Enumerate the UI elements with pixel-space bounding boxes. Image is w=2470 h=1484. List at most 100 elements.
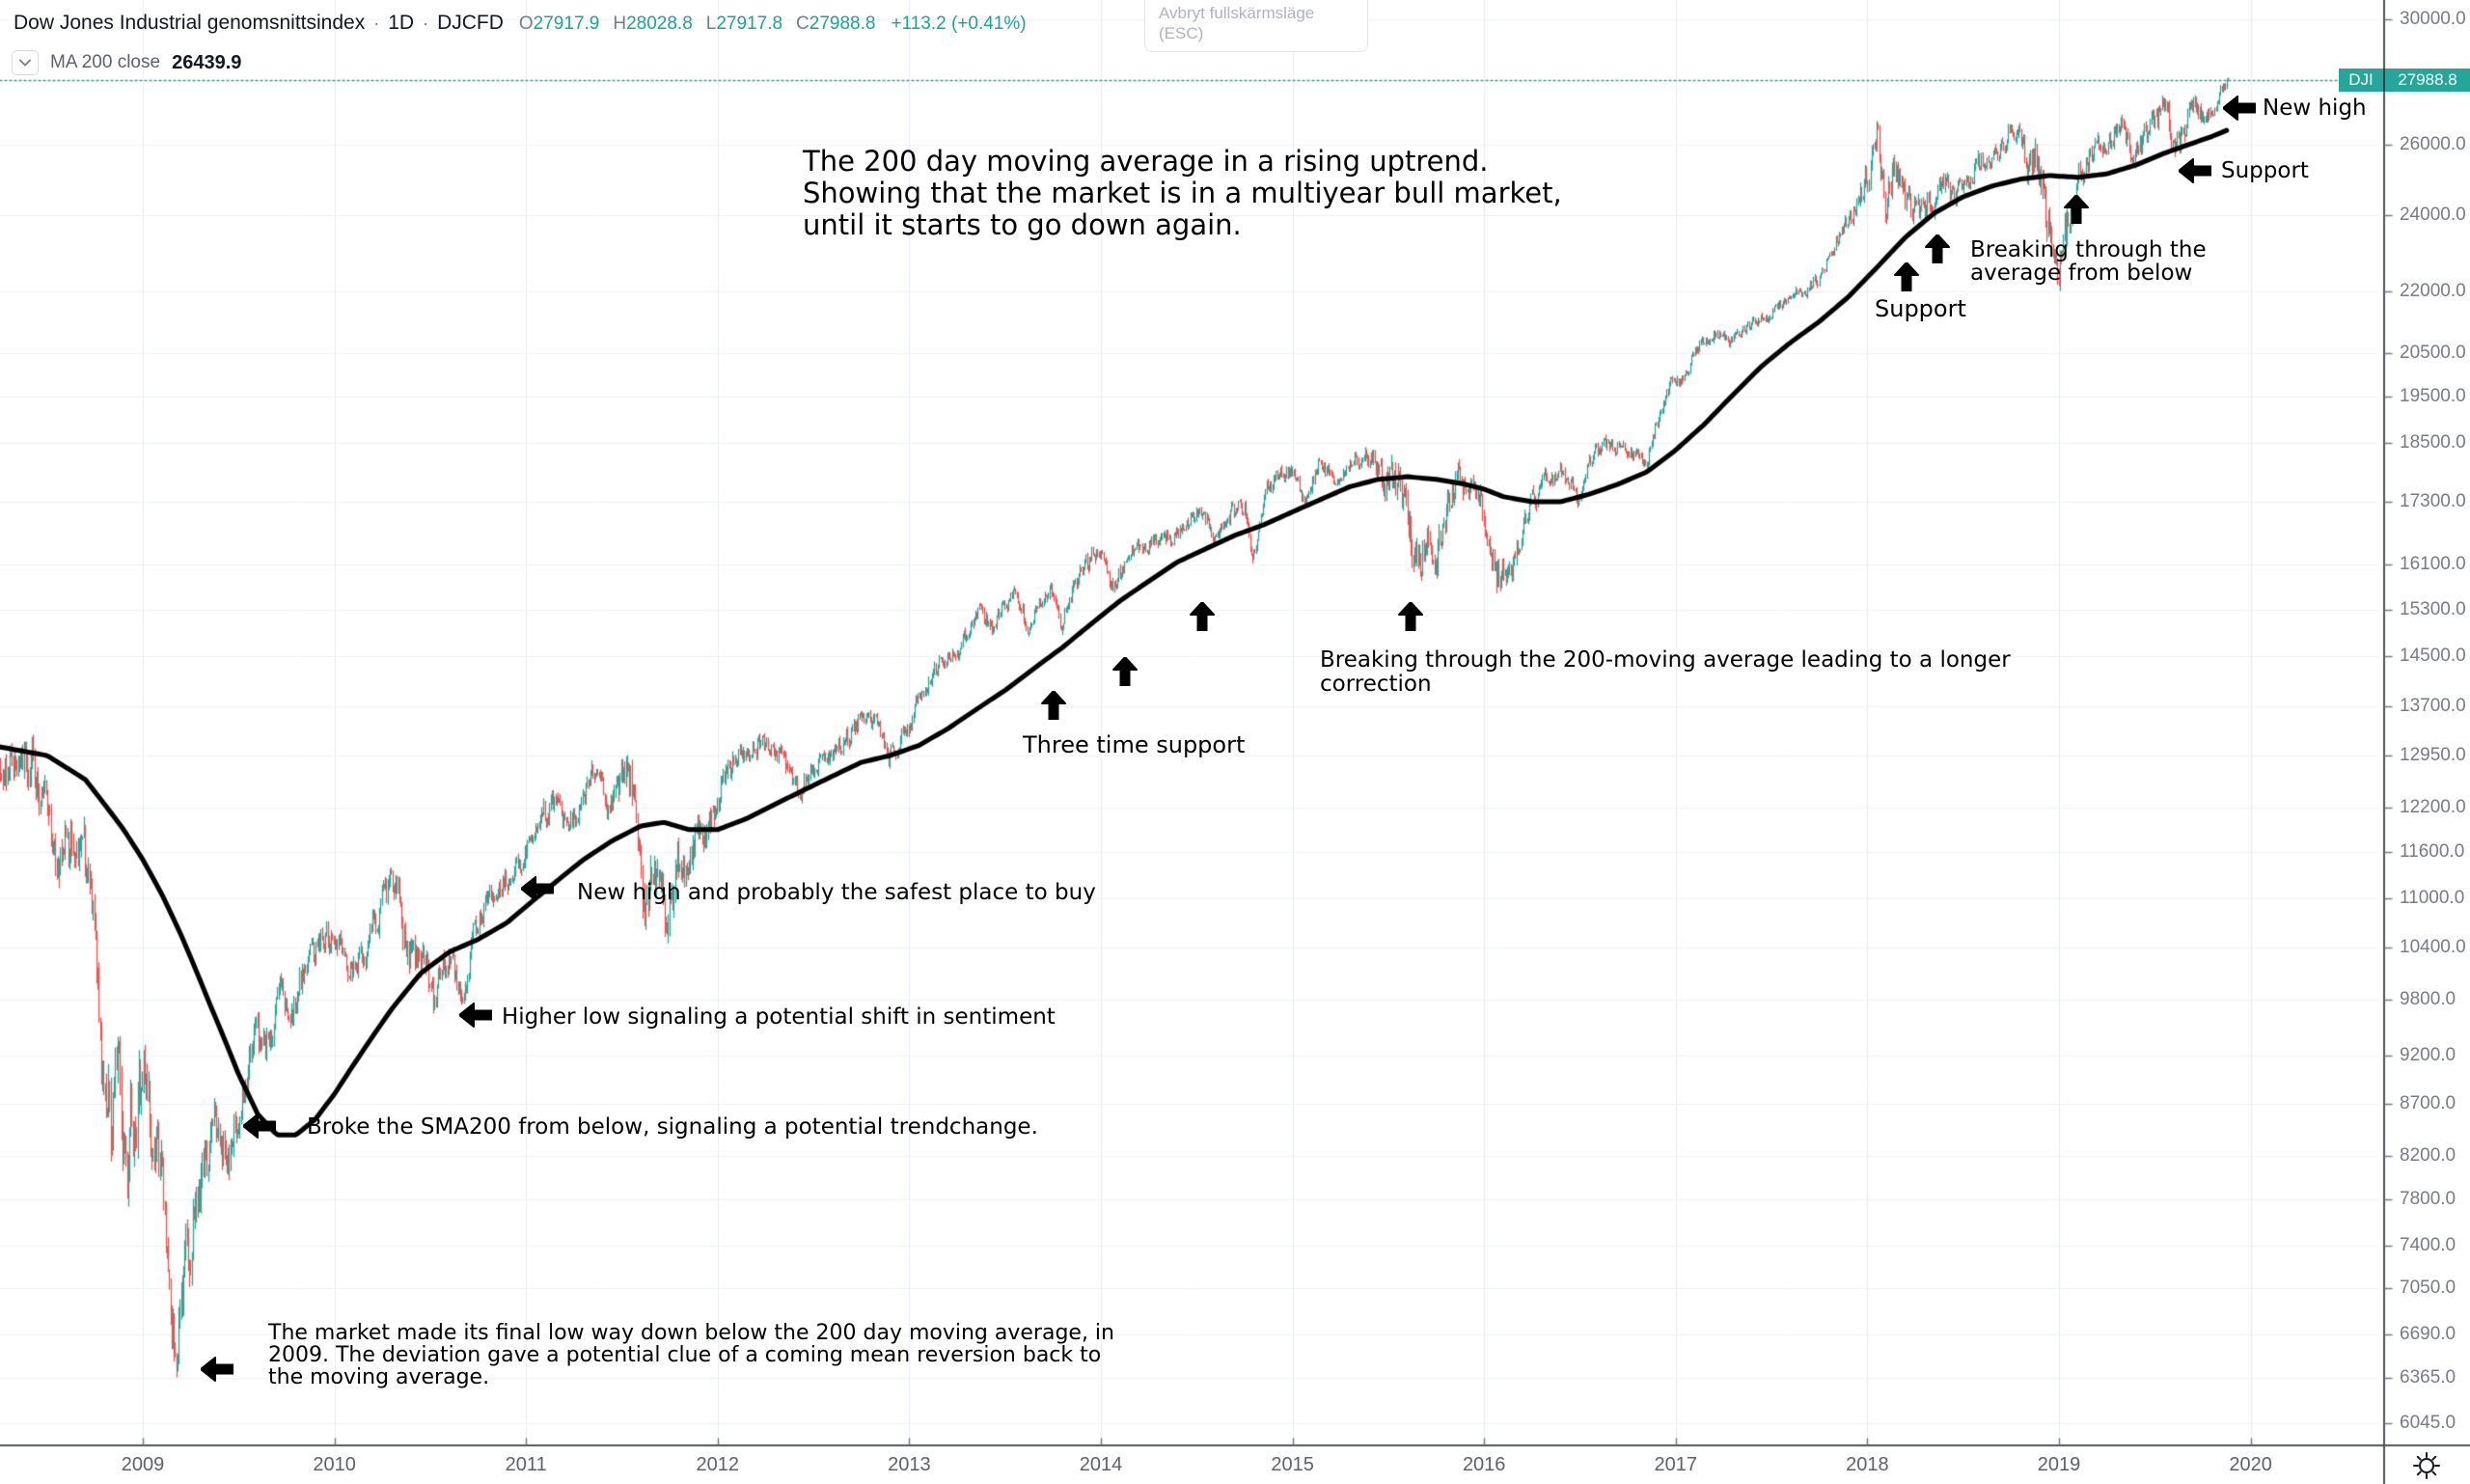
price-axis-label: 12200.0 xyxy=(2400,797,2466,818)
annotation-text-new-high-2019[interactable]: New high xyxy=(2263,96,2367,121)
annotation-text-breaking-2019[interactable]: average from below xyxy=(1970,261,2193,286)
price-axis-label: 24000.0 xyxy=(2400,204,2466,225)
price-axis-label: 19500.0 xyxy=(2400,386,2466,407)
interval-label: 1D xyxy=(388,12,415,34)
indicator-legend[interactable]: MA 200 close 26439.9 xyxy=(12,50,241,75)
price-axis-label: 9200.0 xyxy=(2400,1044,2456,1065)
sun-icon[interactable] xyxy=(2412,1451,2441,1480)
annotation-text-trend-note[interactable]: until it starts to go down again. xyxy=(803,208,1242,241)
price-axis-label: 7050.0 xyxy=(2400,1278,2456,1299)
badge-symbol: DJI xyxy=(2348,70,2374,90)
indicator-expand-button[interactable] xyxy=(12,50,39,75)
low-value: 27917.8 xyxy=(716,14,783,34)
time-axis-label: 2013 xyxy=(888,1454,931,1475)
price-axis-label: 11000.0 xyxy=(2400,888,2465,909)
left-arrow-icon[interactable] xyxy=(458,1003,493,1032)
time-axis-label: 2016 xyxy=(1462,1454,1506,1475)
price-axis-label: 20500.0 xyxy=(2400,342,2466,363)
badge-price: 27988.8 xyxy=(2398,70,2457,90)
time-axis-label: 2019 xyxy=(2037,1454,2081,1475)
annotation-text-support-2019[interactable]: Support xyxy=(2221,158,2309,183)
time-axis-label: 2012 xyxy=(696,1454,740,1475)
price-axis[interactable]: DJI 27988.8 30000.0 26000.0 24000.0 22000.0… xyxy=(2339,0,2470,1484)
sun-icon-glyph xyxy=(2413,1452,2440,1479)
annotation-text-broke-sma[interactable]: Broke the SMA200 from below, signaling a… xyxy=(307,1114,1038,1140)
annotation-text-final-low[interactable]: the moving average. xyxy=(268,1365,490,1389)
annotation-text-trend-note[interactable]: Showing that the market is in a multiyea… xyxy=(803,177,1562,209)
high-label: H xyxy=(613,14,627,34)
price-axis-label: 6045.0 xyxy=(2400,1413,2456,1433)
price-axis-label: 8700.0 xyxy=(2400,1093,2456,1114)
symbol-title: Dow Jones Industrial genomsnittsindex xyxy=(14,12,366,34)
time-axis-label: 2009 xyxy=(121,1454,165,1475)
price-axis-label: 9800.0 xyxy=(2400,989,2456,1010)
annotation-text-final-low[interactable]: 2009. The deviation gave a potential clu… xyxy=(268,1343,1102,1367)
left-arrow-icon[interactable] xyxy=(2222,96,2257,125)
change-value: +113.2 (+0.41%) xyxy=(891,14,1027,34)
time-axis[interactable]: 2009 2010 2011 2012 2013 2014 2015 2016 2017 2018… xyxy=(0,1445,2470,1484)
left-arrow-icon[interactable] xyxy=(242,1113,277,1143)
separator-dot: · xyxy=(373,14,380,33)
annotation-text-final-low[interactable]: The market made its final low way down b… xyxy=(268,1321,1114,1345)
annotation-text-three-time-support[interactable]: Three time support xyxy=(1023,731,1246,758)
ohlc-values: O27917.9 H28028.8 L27917.8 C27988.8 +113… xyxy=(519,12,1027,35)
time-axis-label: 2017 xyxy=(1654,1454,1698,1475)
indicator-name: MA 200 close xyxy=(50,52,161,72)
up-arrow-icon[interactable] xyxy=(1397,601,1424,636)
up-arrow-icon[interactable] xyxy=(1040,690,1067,725)
price-axis-label: 16100.0 xyxy=(2400,554,2466,575)
time-axis-label: 2010 xyxy=(313,1454,356,1475)
annotation-text-higher-low[interactable]: Higher low signaling a potential shift i… xyxy=(502,1004,1056,1030)
close-value: 27988.8 xyxy=(809,14,876,34)
exchange-label: DJCFD xyxy=(437,12,504,34)
price-axis-label: 6365.0 xyxy=(2400,1367,2456,1388)
up-arrow-icon[interactable] xyxy=(1112,656,1139,691)
annotation-text-safest-buy[interactable]: New high and probably the safest place t… xyxy=(577,880,1096,905)
price-axis-label: 7800.0 xyxy=(2400,1189,2456,1210)
last-price-badge: DJI 27988.8 xyxy=(2339,69,2470,93)
price-axis-label: 7400.0 xyxy=(2400,1235,2456,1256)
price-axis-label: 18500.0 xyxy=(2400,432,2466,453)
annotation-text-trend-note[interactable]: The 200 day moving average in a rising u… xyxy=(803,145,1489,178)
tooltip-text-line2: (ESC) xyxy=(1159,24,1204,42)
price-axis-label: 10400.0 xyxy=(2400,937,2466,958)
exit-fullscreen-tooltip[interactable]: Avbryt fullskärmsläge (ESC) xyxy=(1144,0,1368,52)
up-arrow-icon[interactable] xyxy=(1924,234,1951,268)
left-arrow-icon[interactable] xyxy=(2178,158,2212,188)
price-axis-label: 15300.0 xyxy=(2400,598,2466,619)
separator-dot: · xyxy=(423,14,429,33)
left-arrow-icon[interactable] xyxy=(520,876,555,906)
time-axis-label: 2020 xyxy=(2229,1454,2272,1475)
tooltip-text-line1: Avbryt fullskärmsläge xyxy=(1159,4,1315,22)
open-value: 27917.9 xyxy=(533,14,600,34)
up-arrow-icon[interactable] xyxy=(1893,261,1920,296)
time-axis-label: 2014 xyxy=(1079,1454,1123,1475)
annotation-text-correction-2015[interactable]: correction xyxy=(1320,672,1432,697)
left-arrow-icon[interactable] xyxy=(200,1357,234,1387)
annotation-text-support-2018[interactable]: Support xyxy=(1875,295,1966,322)
time-axis-label: 2015 xyxy=(1271,1454,1314,1475)
low-label: L xyxy=(705,14,717,34)
open-label: O xyxy=(518,14,534,34)
annotation-text-correction-2015[interactable]: Breaking through the 200-moving average … xyxy=(1320,647,2011,673)
price-axis-label: 12950.0 xyxy=(2400,745,2466,766)
price-axis-label: 17300.0 xyxy=(2400,490,2466,511)
indicator-value: 26439.9 xyxy=(172,51,242,73)
price-axis-label: 14500.0 xyxy=(2400,646,2466,667)
price-axis-label: 26000.0 xyxy=(2400,133,2466,154)
price-axis-label: 13700.0 xyxy=(2400,695,2466,716)
chevron-down-icon xyxy=(19,59,31,67)
price-axis-label: 22000.0 xyxy=(2400,280,2466,301)
up-arrow-icon[interactable] xyxy=(1189,601,1216,636)
symbol-legend[interactable]: Dow Jones Industrial genomsnittsindex · … xyxy=(14,12,1027,35)
up-arrow-icon[interactable] xyxy=(2063,194,2090,229)
annotation-text-breaking-2019[interactable]: Breaking through the xyxy=(1970,237,2207,262)
high-value: 28028.8 xyxy=(626,14,693,34)
price-axis-label: 30000.0 xyxy=(2400,9,2466,29)
price-axis-label: 6690.0 xyxy=(2400,1323,2456,1344)
time-axis-label: 2011 xyxy=(505,1454,547,1475)
price-axis-label: 8200.0 xyxy=(2400,1145,2456,1167)
